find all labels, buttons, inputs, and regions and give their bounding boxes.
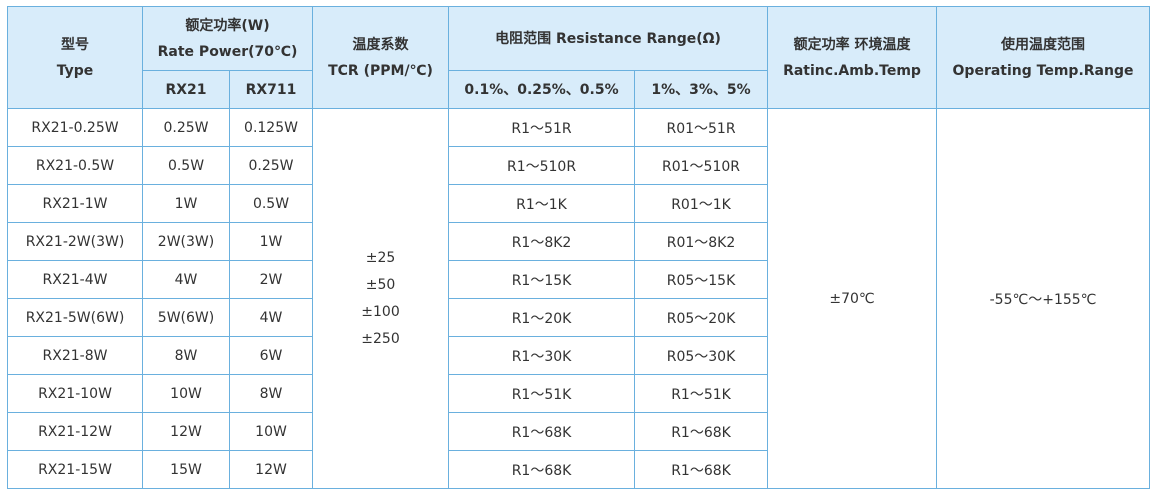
header-power-rx21: RX21 — [142, 70, 230, 109]
cell-power-rx711: 0.5W — [228, 184, 314, 223]
cell-range-general: R05～15K — [634, 260, 769, 299]
cell-power-rx711: 6W — [228, 336, 314, 375]
cell-range-general: R1～68K — [634, 450, 769, 489]
header-range-general: 1%、3%、5% — [634, 70, 769, 109]
header-range: 电阻范围 Resistance Range(Ω) — [448, 6, 769, 71]
header-amb-temp: 额定功率 环境温度 Ratinc.Amb.Temp — [767, 6, 938, 109]
cell-tcr: ±25 ±50 ±100 ±250 — [312, 108, 450, 489]
table-row: RX21-0.5W 0.5W 0.25W R1～510R R01～510R — [7, 146, 1150, 185]
cell-power-rx21: 2W(3W) — [142, 222, 230, 261]
cell-power-rx21: 12W — [142, 412, 230, 451]
table-row: RX21-4W 4W 2W R1～15K R05～15K — [7, 260, 1150, 299]
cell-power-rx21: 15W — [142, 450, 230, 489]
cell-range-general: R1～68K — [634, 412, 769, 451]
cell-range-general: R1～51K — [634, 374, 769, 413]
cell-range-precision: R1～1K — [448, 184, 636, 223]
cell-type: RX21-12W — [7, 412, 143, 451]
tcr-value: ±100 — [361, 303, 400, 320]
cell-range-precision: R1～510R — [448, 146, 636, 185]
cell-type: RX21-1W — [7, 184, 143, 223]
cell-type: RX21-4W — [7, 260, 143, 299]
header-power: 额定功率(W) Rate Power(70℃) — [141, 6, 314, 71]
cell-power-rx21: 0.25W — [142, 108, 230, 147]
cell-power-rx711: 2W — [228, 260, 314, 299]
cell-power-rx711: 4W — [228, 298, 314, 337]
header-op-range: 使用温度范围 Operating Temp.Range — [936, 6, 1151, 109]
cell-power-rx21: 0.5W — [142, 146, 230, 185]
cell-type: RX21-15W — [7, 450, 143, 489]
cell-range-precision: R1～51R — [448, 108, 636, 147]
table-row: RX21-15W 15W 12W R1～68K R1～68K — [7, 450, 1150, 489]
tcr-value: ±250 — [361, 330, 400, 347]
table-row: RX21-12W 12W 10W R1～68K R1～68K — [7, 412, 1150, 451]
header-type: 型号 Type — [7, 6, 143, 109]
cell-power-rx711: 10W — [228, 412, 314, 451]
cell-range-general: R05～30K — [634, 336, 769, 375]
table-row: RX21-5W(6W) 5W(6W) 4W R1～20K R05～20K — [7, 298, 1150, 337]
table-row: RX21-0.25W 0.25W 0.125W ±25 ±50 ±100 ±25… — [7, 108, 1151, 489]
cell-type: RX21-2W(3W) — [7, 222, 143, 261]
header-amb-cn: 额定功率 环境温度 — [793, 36, 911, 53]
cell-type: RX21-8W — [7, 336, 143, 375]
cell-power-rx711: 12W — [228, 450, 314, 489]
cell-op-range: -55℃～+155℃ — [936, 108, 1151, 489]
cell-range-general: R01～51R — [634, 108, 769, 147]
table-row: RX21-2W(3W) 2W(3W) 1W R1～8K2 R01～8K2 — [7, 222, 1150, 261]
cell-range-precision: R1～51K — [448, 374, 636, 413]
header-tcr: 温度系数 TCR (PPM/℃) — [312, 6, 450, 109]
cell-range-general: R01～1K — [634, 184, 769, 223]
cell-type: RX21-10W — [7, 374, 143, 413]
cell-power-rx711: 1W — [228, 222, 314, 261]
spec-table: 型号 Type 额定功率(W) Rate Power(70℃) 温度系数 TCR… — [7, 6, 1151, 489]
cell-power-rx711: 0.125W — [228, 108, 314, 147]
cell-type: RX21-0.5W — [7, 146, 143, 185]
cell-power-rx21: 4W — [142, 260, 230, 299]
cell-power-rx21: 5W(6W) — [142, 298, 230, 337]
header-amb-en: Ratinc.Amb.Temp — [783, 62, 921, 79]
header-range-precision: 0.1%、0.25%、0.5% — [448, 70, 636, 109]
header-op-en: Operating Temp.Range — [952, 62, 1134, 79]
cell-power-rx21: 10W — [142, 374, 230, 413]
header-power-cn: 额定功率(W) — [185, 17, 270, 34]
cell-range-precision: R1～68K — [448, 412, 636, 451]
cell-range-precision: R1～20K — [448, 298, 636, 337]
cell-power-rx21: 8W — [142, 336, 230, 375]
cell-power-rx711: 8W — [228, 374, 314, 413]
cell-type: RX21-5W(6W) — [7, 298, 143, 337]
tcr-value: ±25 — [365, 249, 396, 266]
header-type-cn: 型号 — [61, 36, 89, 53]
table-row: RX21-10W 10W 8W R1～51K R1～51K — [7, 374, 1150, 413]
header-tcr-cn: 温度系数 — [352, 36, 409, 53]
cell-power-rx711: 0.25W — [228, 146, 314, 185]
cell-type: RX21-0.25W — [7, 108, 143, 147]
header-power-en: Rate Power(70℃) — [157, 43, 298, 60]
cell-range-general: R05～20K — [634, 298, 769, 337]
header-op-cn: 使用温度范围 — [1001, 36, 1086, 53]
cell-power-rx21: 1W — [142, 184, 230, 223]
header-type-en: Type — [56, 62, 94, 79]
cell-range-precision: R1～30K — [448, 336, 636, 375]
cell-range-general: R01～8K2 — [634, 222, 769, 261]
cell-range-precision: R1～68K — [448, 450, 636, 489]
table-row: RX21-1W 1W 0.5W R1～1K R01～1K — [7, 184, 1150, 223]
header-tcr-en: TCR (PPM/℃) — [328, 62, 433, 79]
cell-range-general: R01～510R — [634, 146, 769, 185]
cell-range-precision: R1～15K — [448, 260, 636, 299]
table-row: RX21-8W 8W 6W R1～30K R05～30K — [7, 336, 1150, 375]
cell-amb-temp: ±70℃ — [767, 108, 938, 489]
tcr-value: ±50 — [365, 276, 396, 293]
cell-range-precision: R1～8K2 — [448, 222, 636, 261]
header-power-rx711: RX711 — [228, 70, 314, 109]
